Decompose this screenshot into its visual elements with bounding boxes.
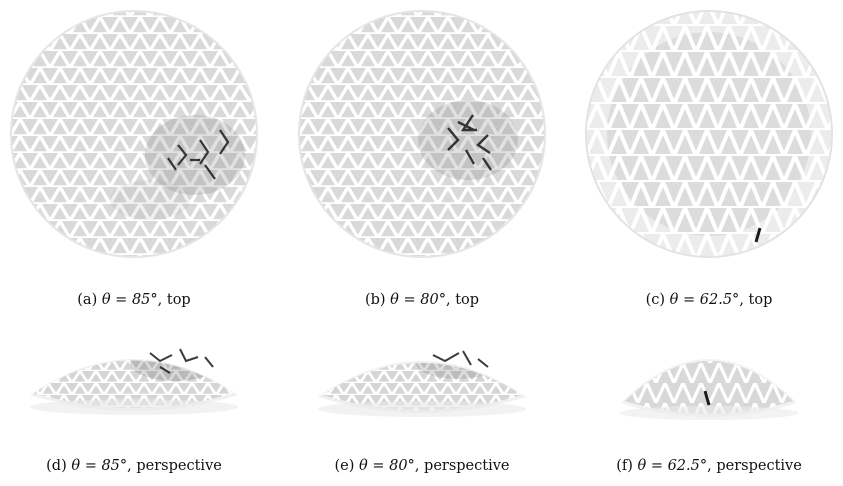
- caption-a: (a) θ = 85°, top: [77, 292, 191, 308]
- panel-e-image: [288, 323, 556, 443]
- gridshell-perspective-view-e: [318, 350, 526, 417]
- panel-a-image: [0, 0, 268, 268]
- panel-b-image: [288, 0, 556, 268]
- caption-b: (b) θ = 80°, top: [364, 292, 480, 308]
- caption-c: (c) θ = 62.5°, top: [645, 292, 773, 308]
- panel-f-image: [575, 323, 843, 443]
- gridshell-top-view-c: [585, 10, 833, 258]
- panel-c-image: [575, 0, 843, 268]
- panel-d-image: [0, 323, 268, 443]
- gridshell-top-view-a: [10, 10, 258, 258]
- gridshell-perspective-view-f: [619, 359, 799, 420]
- caption-f: (f) θ = 62.5°, perspective: [616, 458, 802, 474]
- caption-d: (d) θ = 85°, perspective: [46, 458, 222, 474]
- gridshell-perspective-view-d: [30, 348, 238, 415]
- caption-e: (e) θ = 80°, perspective: [334, 458, 510, 474]
- gridshell-top-view-b: [298, 10, 546, 258]
